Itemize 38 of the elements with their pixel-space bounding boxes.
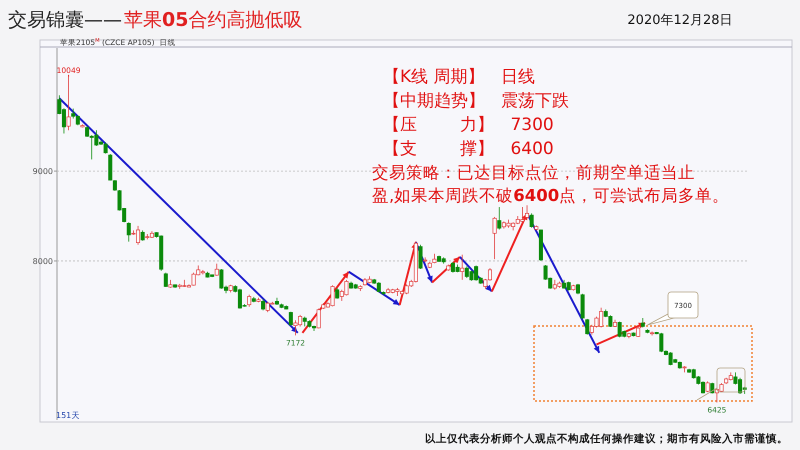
- candlestick: [126, 222, 131, 242]
- candlestick: [530, 212, 534, 228]
- text: 2020年12月28日: [627, 13, 733, 28]
- candlestick: [247, 294, 252, 308]
- candlestick: [214, 263, 219, 276]
- candlestick: [112, 180, 117, 192]
- y-tick-label: 9000: [32, 167, 53, 176]
- candlestick: [316, 308, 321, 329]
- candlestick: [66, 76, 71, 131]
- annotation: 【中期趋势】 震荡下跌: [383, 91, 570, 111]
- chart-subtitle: 苹果05合约高抛低吸: [124, 9, 302, 31]
- candlestick: [585, 318, 590, 336]
- annotation: 151天: [56, 411, 80, 420]
- candlestick: [164, 272, 168, 288]
- candlestick: [497, 206, 502, 230]
- annotation: 盈,如果本周跌不破6400点，可尝试布局多单。: [372, 186, 730, 205]
- y-tick-label: 8000: [32, 256, 53, 266]
- candlestick: [344, 279, 348, 296]
- annotation: 【支 撑】 6400: [383, 139, 554, 159]
- candlestick: [700, 380, 706, 394]
- candlestick: [525, 204, 530, 220]
- candlestick: [706, 380, 710, 393]
- annotation: 【压 力】 7300: [383, 115, 554, 135]
- candlestick: [576, 283, 580, 295]
- candlestick: [492, 216, 497, 260]
- candlestick: [85, 126, 90, 138]
- candlestick: [288, 311, 293, 326]
- chart-title: 交易锦囊——: [8, 9, 122, 31]
- candlestick: [418, 244, 423, 270]
- candlestick: [520, 206, 524, 224]
- candlestick: [460, 254, 464, 280]
- annotation: 【K线 周期】 日线: [383, 67, 535, 87]
- candlestick: [261, 298, 266, 311]
- candlestick: [682, 366, 686, 373]
- candlestick: [636, 326, 640, 338]
- text: 以上仅代表分析师个人观点不构成任何操作建议；期市有风险入市需谨慎。: [425, 432, 788, 445]
- annotation: 交易策略：已达目标点位，前期空单适当止: [372, 163, 695, 182]
- candlestick: [580, 293, 585, 320]
